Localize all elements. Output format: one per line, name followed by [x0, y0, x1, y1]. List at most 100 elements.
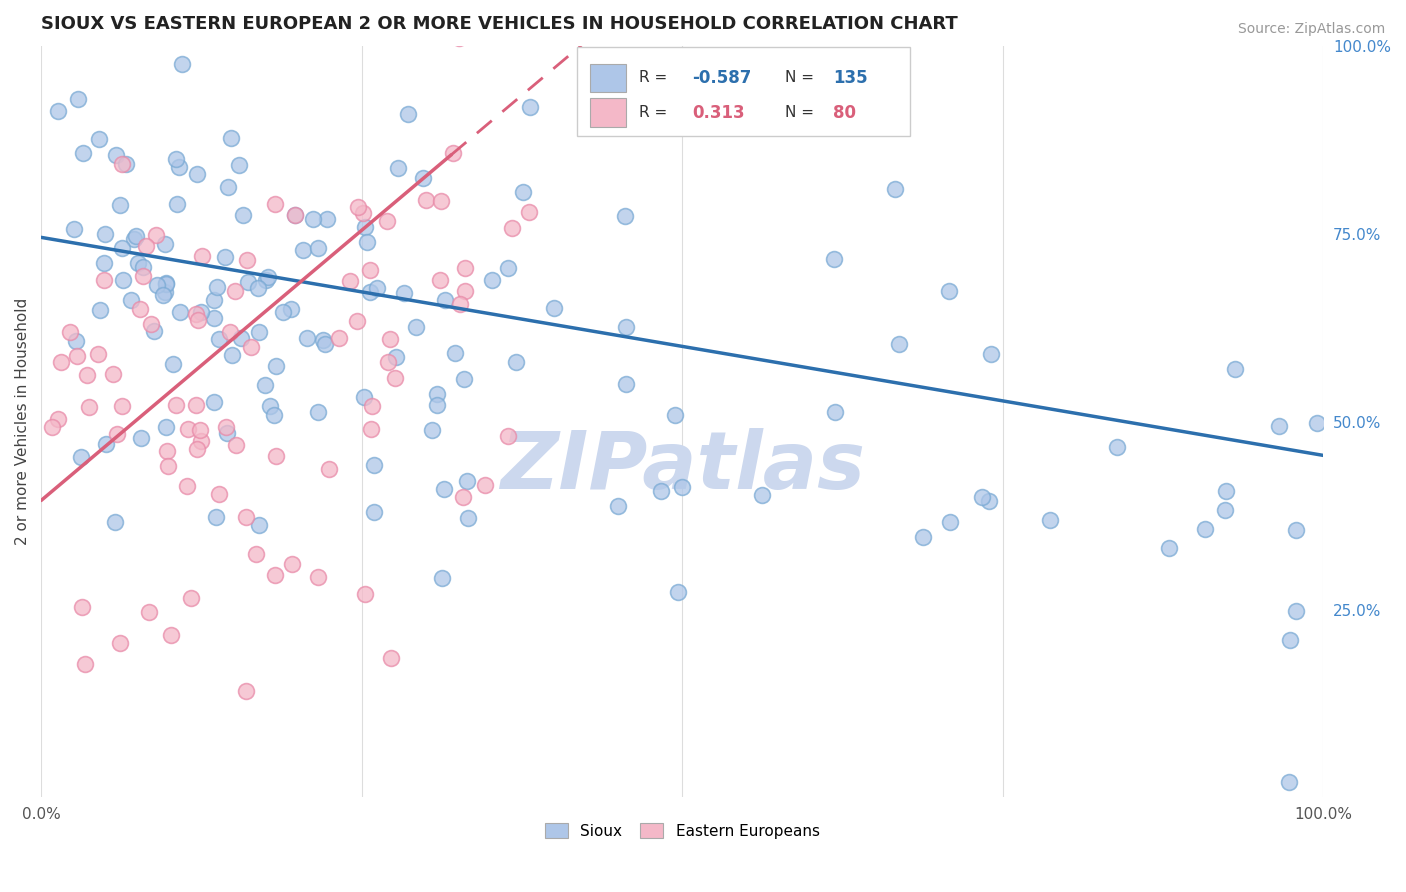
Text: -0.587: -0.587: [692, 69, 752, 87]
Point: [614, 320, 637, 334]
Point: [89, 132, 111, 146]
Point: [172, 56, 194, 70]
Point: [96, 437, 118, 451]
Point: [884, 182, 907, 196]
Point: [191, 249, 214, 263]
Point: [543, 301, 565, 316]
Point: [449, 31, 471, 45]
Text: ZIPatlas: ZIPatlas: [499, 427, 865, 506]
Point: [228, 158, 250, 172]
Point: [155, 420, 177, 434]
Point: [207, 280, 229, 294]
Point: [889, 337, 911, 351]
Point: [1215, 483, 1237, 498]
Point: [115, 157, 138, 171]
Point: [1306, 416, 1329, 430]
Point: [153, 237, 176, 252]
Point: [426, 398, 449, 412]
Point: [218, 325, 240, 339]
Point: [443, 346, 465, 360]
Point: [138, 605, 160, 619]
Point: [420, 423, 443, 437]
Text: SIOUX VS EASTERN EUROPEAN 2 OR MORE VEHICLES IN HOUSEHOLD CORRELATION CHART: SIOUX VS EASTERN EUROPEAN 2 OR MORE VEHI…: [41, 15, 957, 33]
Point: [415, 193, 437, 207]
Point: [980, 347, 1002, 361]
Point: [433, 293, 456, 307]
Point: [259, 399, 281, 413]
Point: [363, 458, 385, 472]
Point: [266, 359, 288, 373]
Point: [245, 547, 267, 561]
Point: [165, 398, 187, 412]
Point: [142, 324, 165, 338]
Point: [1279, 632, 1302, 647]
Point: [214, 420, 236, 434]
Point: [72, 146, 94, 161]
Point: [453, 490, 475, 504]
Point: [1285, 604, 1308, 618]
Point: [307, 405, 329, 419]
Point: [125, 228, 148, 243]
Point: [1285, 523, 1308, 537]
Point: [190, 423, 212, 437]
Point: [205, 510, 228, 524]
Point: [89, 303, 111, 318]
Point: [429, 273, 451, 287]
Point: [120, 293, 142, 307]
Point: [69, 450, 91, 465]
Point: [229, 331, 252, 345]
Point: [146, 277, 169, 292]
Point: [186, 442, 208, 457]
Point: [449, 297, 471, 311]
Y-axis label: 2 or more Vehicles in Household: 2 or more Vehicles in Household: [15, 298, 30, 545]
Point: [235, 510, 257, 524]
Point: [613, 209, 636, 223]
FancyBboxPatch shape: [591, 63, 626, 92]
Point: [103, 368, 125, 382]
Point: [295, 330, 318, 344]
Point: [1039, 513, 1062, 527]
Point: [328, 330, 350, 344]
Point: [111, 273, 134, 287]
Point: [263, 409, 285, 423]
Point: [104, 515, 127, 529]
Point: [505, 355, 527, 369]
Point: [264, 567, 287, 582]
Point: [224, 284, 246, 298]
Point: [361, 399, 384, 413]
Point: [46, 412, 69, 426]
Point: [186, 308, 208, 322]
Point: [271, 305, 294, 319]
Text: Source: ZipAtlas.com: Source: ZipAtlas.com: [1237, 22, 1385, 37]
Point: [207, 487, 229, 501]
Point: [375, 214, 398, 228]
Point: [347, 200, 370, 214]
Point: [247, 325, 270, 339]
Point: [430, 570, 453, 584]
Point: [177, 422, 200, 436]
Point: [135, 239, 157, 253]
Point: [190, 434, 212, 449]
FancyBboxPatch shape: [591, 98, 626, 127]
Point: [110, 399, 132, 413]
Point: [202, 293, 225, 307]
Point: [501, 220, 523, 235]
Point: [412, 170, 434, 185]
Point: [166, 197, 188, 211]
Point: [264, 197, 287, 211]
Point: [664, 408, 686, 422]
Point: [346, 314, 368, 328]
Point: [111, 240, 134, 254]
Point: [127, 256, 149, 270]
Point: [1157, 541, 1180, 555]
Point: [496, 261, 519, 276]
Point: [353, 390, 375, 404]
Point: [247, 517, 270, 532]
Point: [202, 394, 225, 409]
Point: [186, 167, 208, 181]
Point: [184, 398, 207, 412]
Text: 0.313: 0.313: [692, 103, 745, 121]
Point: [280, 302, 302, 317]
Point: [58, 326, 80, 340]
Point: [180, 591, 202, 606]
